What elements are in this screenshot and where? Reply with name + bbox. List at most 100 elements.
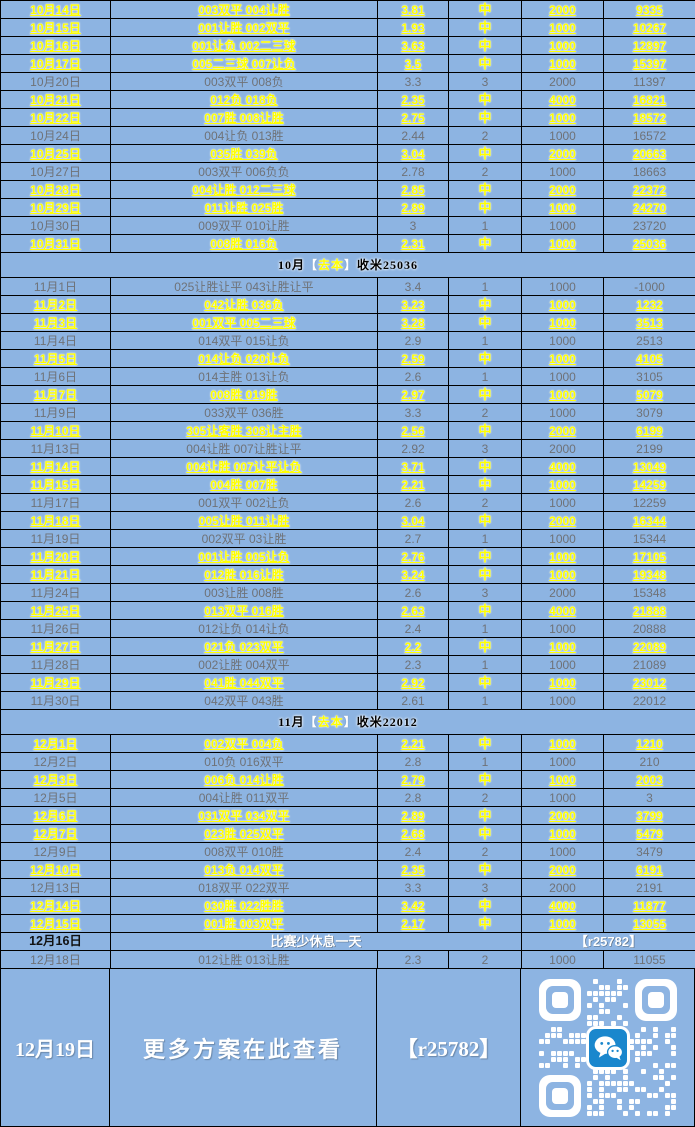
balance-cell: 11397 [603, 72, 695, 91]
odds-cell: 2.21 [377, 475, 449, 494]
record-row: 11月4日 014双平 015让负 2.9 1 1000 2513 [0, 331, 695, 350]
result-cell: 1 [448, 216, 522, 235]
record-row: 10月14日 003双平 004让胜 3.81 中 2000 9335 [0, 0, 695, 19]
qr-finder-top-right-icon [634, 978, 677, 1021]
stake-cell: 1000 [521, 950, 604, 969]
record-row: 12月1日 002双平 004负 2.21 中 1000 1210 [0, 734, 695, 753]
record-row: 12月9日 008双平 010胜 2.4 2 1000 3479 [0, 842, 695, 861]
stake-cell: 1000 [521, 18, 604, 37]
date-cell: 12月3日 [0, 770, 111, 789]
odds-cell: 2.79 [377, 770, 449, 789]
date-cell: 11月20日 [0, 547, 111, 566]
record-row: 10月25日 035胜 039负 3.04 中 2000 20663 [0, 144, 695, 163]
balance-cell: 16344 [603, 511, 695, 530]
wechat-qr-code [538, 978, 677, 1117]
balance-cell: 2513 [603, 331, 695, 350]
picks-cell: 010负 016双平 [110, 752, 378, 771]
record-row: 11月7日 008胜 019胜 2.97 中 1000 5079 [0, 385, 695, 404]
balance-cell: 210 [603, 752, 695, 771]
odds-cell: 2.3 [377, 655, 449, 674]
picks-cell: 041胜 044双平 [110, 673, 378, 692]
date-cell: 11月26日 [0, 619, 111, 638]
balance-cell: 24270 [603, 198, 695, 217]
stake-cell: 1000 [521, 734, 604, 753]
balance-cell: 2003 [603, 770, 695, 789]
result-cell: 2 [448, 162, 522, 181]
result-cell: 1 [448, 619, 522, 638]
date-cell: 11月14日 [0, 457, 111, 476]
stake-cell: 2000 [521, 144, 604, 163]
picks-cell: 007胜 008让胜 [110, 108, 378, 127]
odds-cell: 3.23 [377, 295, 449, 314]
stake-cell: 1000 [521, 752, 604, 771]
picks-cell: 033双平 036胜 [110, 403, 378, 422]
date-cell: 11月5日 [0, 349, 111, 368]
result-cell: 3 [448, 878, 522, 897]
balance-cell: 1210 [603, 734, 695, 753]
result-cell: 中 [448, 0, 522, 19]
result-cell: 中 [448, 770, 522, 789]
date-cell: 11月4日 [0, 331, 111, 350]
result-cell: 中 [448, 806, 522, 825]
odds-cell: 2.9 [377, 331, 449, 350]
record-row: 10月28日 004让胜 012二三球 2.85 中 2000 22372 [0, 180, 695, 199]
record-row: 11月27日 021负 023双平 2.2 中 1000 22089 [0, 637, 695, 656]
date-cell: 10月25日 [0, 144, 111, 163]
odds-cell: 1.93 [377, 18, 449, 37]
odds-cell: 2.78 [377, 162, 449, 181]
balance-cell: 13049 [603, 457, 695, 476]
picks-cell: 005二三球 007让负 [110, 54, 378, 73]
balance-cell: 20663 [603, 144, 695, 163]
stake-cell: 4000 [521, 896, 604, 915]
date-cell: 10月21日 [0, 90, 111, 109]
stake-cell: 2000 [521, 806, 604, 825]
result-cell: 中 [448, 36, 522, 55]
picks-cell: 001让负 002二三球 [110, 36, 378, 55]
record-row: 12月2日 010负 016双平 2.8 1 1000 210 [0, 752, 695, 771]
balance-cell: 15397 [603, 54, 695, 73]
record-row: 10月17日 005二三球 007让负 3.5 中 1000 15397 [0, 54, 695, 73]
odds-cell: 2.31 [377, 234, 449, 253]
date-cell: 11月7日 [0, 385, 111, 404]
record-row: 12月13日 018双平 022双平 3.3 3 2000 2191 [0, 878, 695, 897]
picks-cell: 021负 023双平 [110, 637, 378, 656]
picks-cell: 009双平 010让胜 [110, 216, 378, 235]
odds-cell: 3.3 [377, 72, 449, 91]
balance-cell: -1000 [603, 277, 695, 296]
result-cell: 中 [448, 824, 522, 843]
result-cell: 中 [448, 234, 522, 253]
record-table: 10月14日 003双平 004让胜 3.81 中 2000 9335 10月15日 001让… [0, 0, 695, 969]
date-cell: 11月24日 [0, 583, 111, 602]
balance-cell: 23720 [603, 216, 695, 235]
odds-cell: 2.56 [377, 421, 449, 440]
contact-code-cell: 【r25782】 [521, 932, 695, 951]
odds-cell: 3.42 [377, 896, 449, 915]
date-cell: 11月6日 [0, 367, 111, 386]
result-cell: 1 [448, 367, 522, 386]
stake-cell: 1000 [521, 198, 604, 217]
odds-cell: 3.04 [377, 511, 449, 530]
balance-cell: 3479 [603, 842, 695, 861]
odds-cell: 2.92 [377, 439, 449, 458]
record-row: 10月30日 009双平 010让胜 3 1 1000 23720 [0, 216, 695, 235]
record-row: 11月13日 004让胜 007让胜让平 2.92 3 2000 2199 [0, 439, 695, 458]
result-cell: 中 [448, 144, 522, 163]
result-cell: 中 [448, 734, 522, 753]
record-row: 11月9日 033双平 036胜 3.3 2 1000 3079 [0, 403, 695, 422]
result-cell: 中 [448, 385, 522, 404]
rest-day-row: 12月16日 比赛少休息一天 【r25782】 [0, 932, 695, 951]
date-cell: 11月1日 [0, 277, 111, 296]
wechat-bubbles-icon [594, 1035, 623, 1060]
odds-cell: 2.17 [377, 914, 449, 933]
picks-cell: 008胜 016负 [110, 234, 378, 253]
result-cell: 中 [448, 637, 522, 656]
result-cell: 2 [448, 950, 522, 969]
stake-cell: 4000 [521, 457, 604, 476]
date-cell: 11月9日 [0, 403, 111, 422]
record-row: 11月21日 012胜 016让胜 3.24 中 1000 19348 [0, 565, 695, 584]
result-cell: 2 [448, 403, 522, 422]
balance-cell: 21089 [603, 655, 695, 674]
date-cell: 12月14日 [0, 896, 111, 915]
date-cell: 11月17日 [0, 493, 111, 512]
balance-cell: 3513 [603, 313, 695, 332]
